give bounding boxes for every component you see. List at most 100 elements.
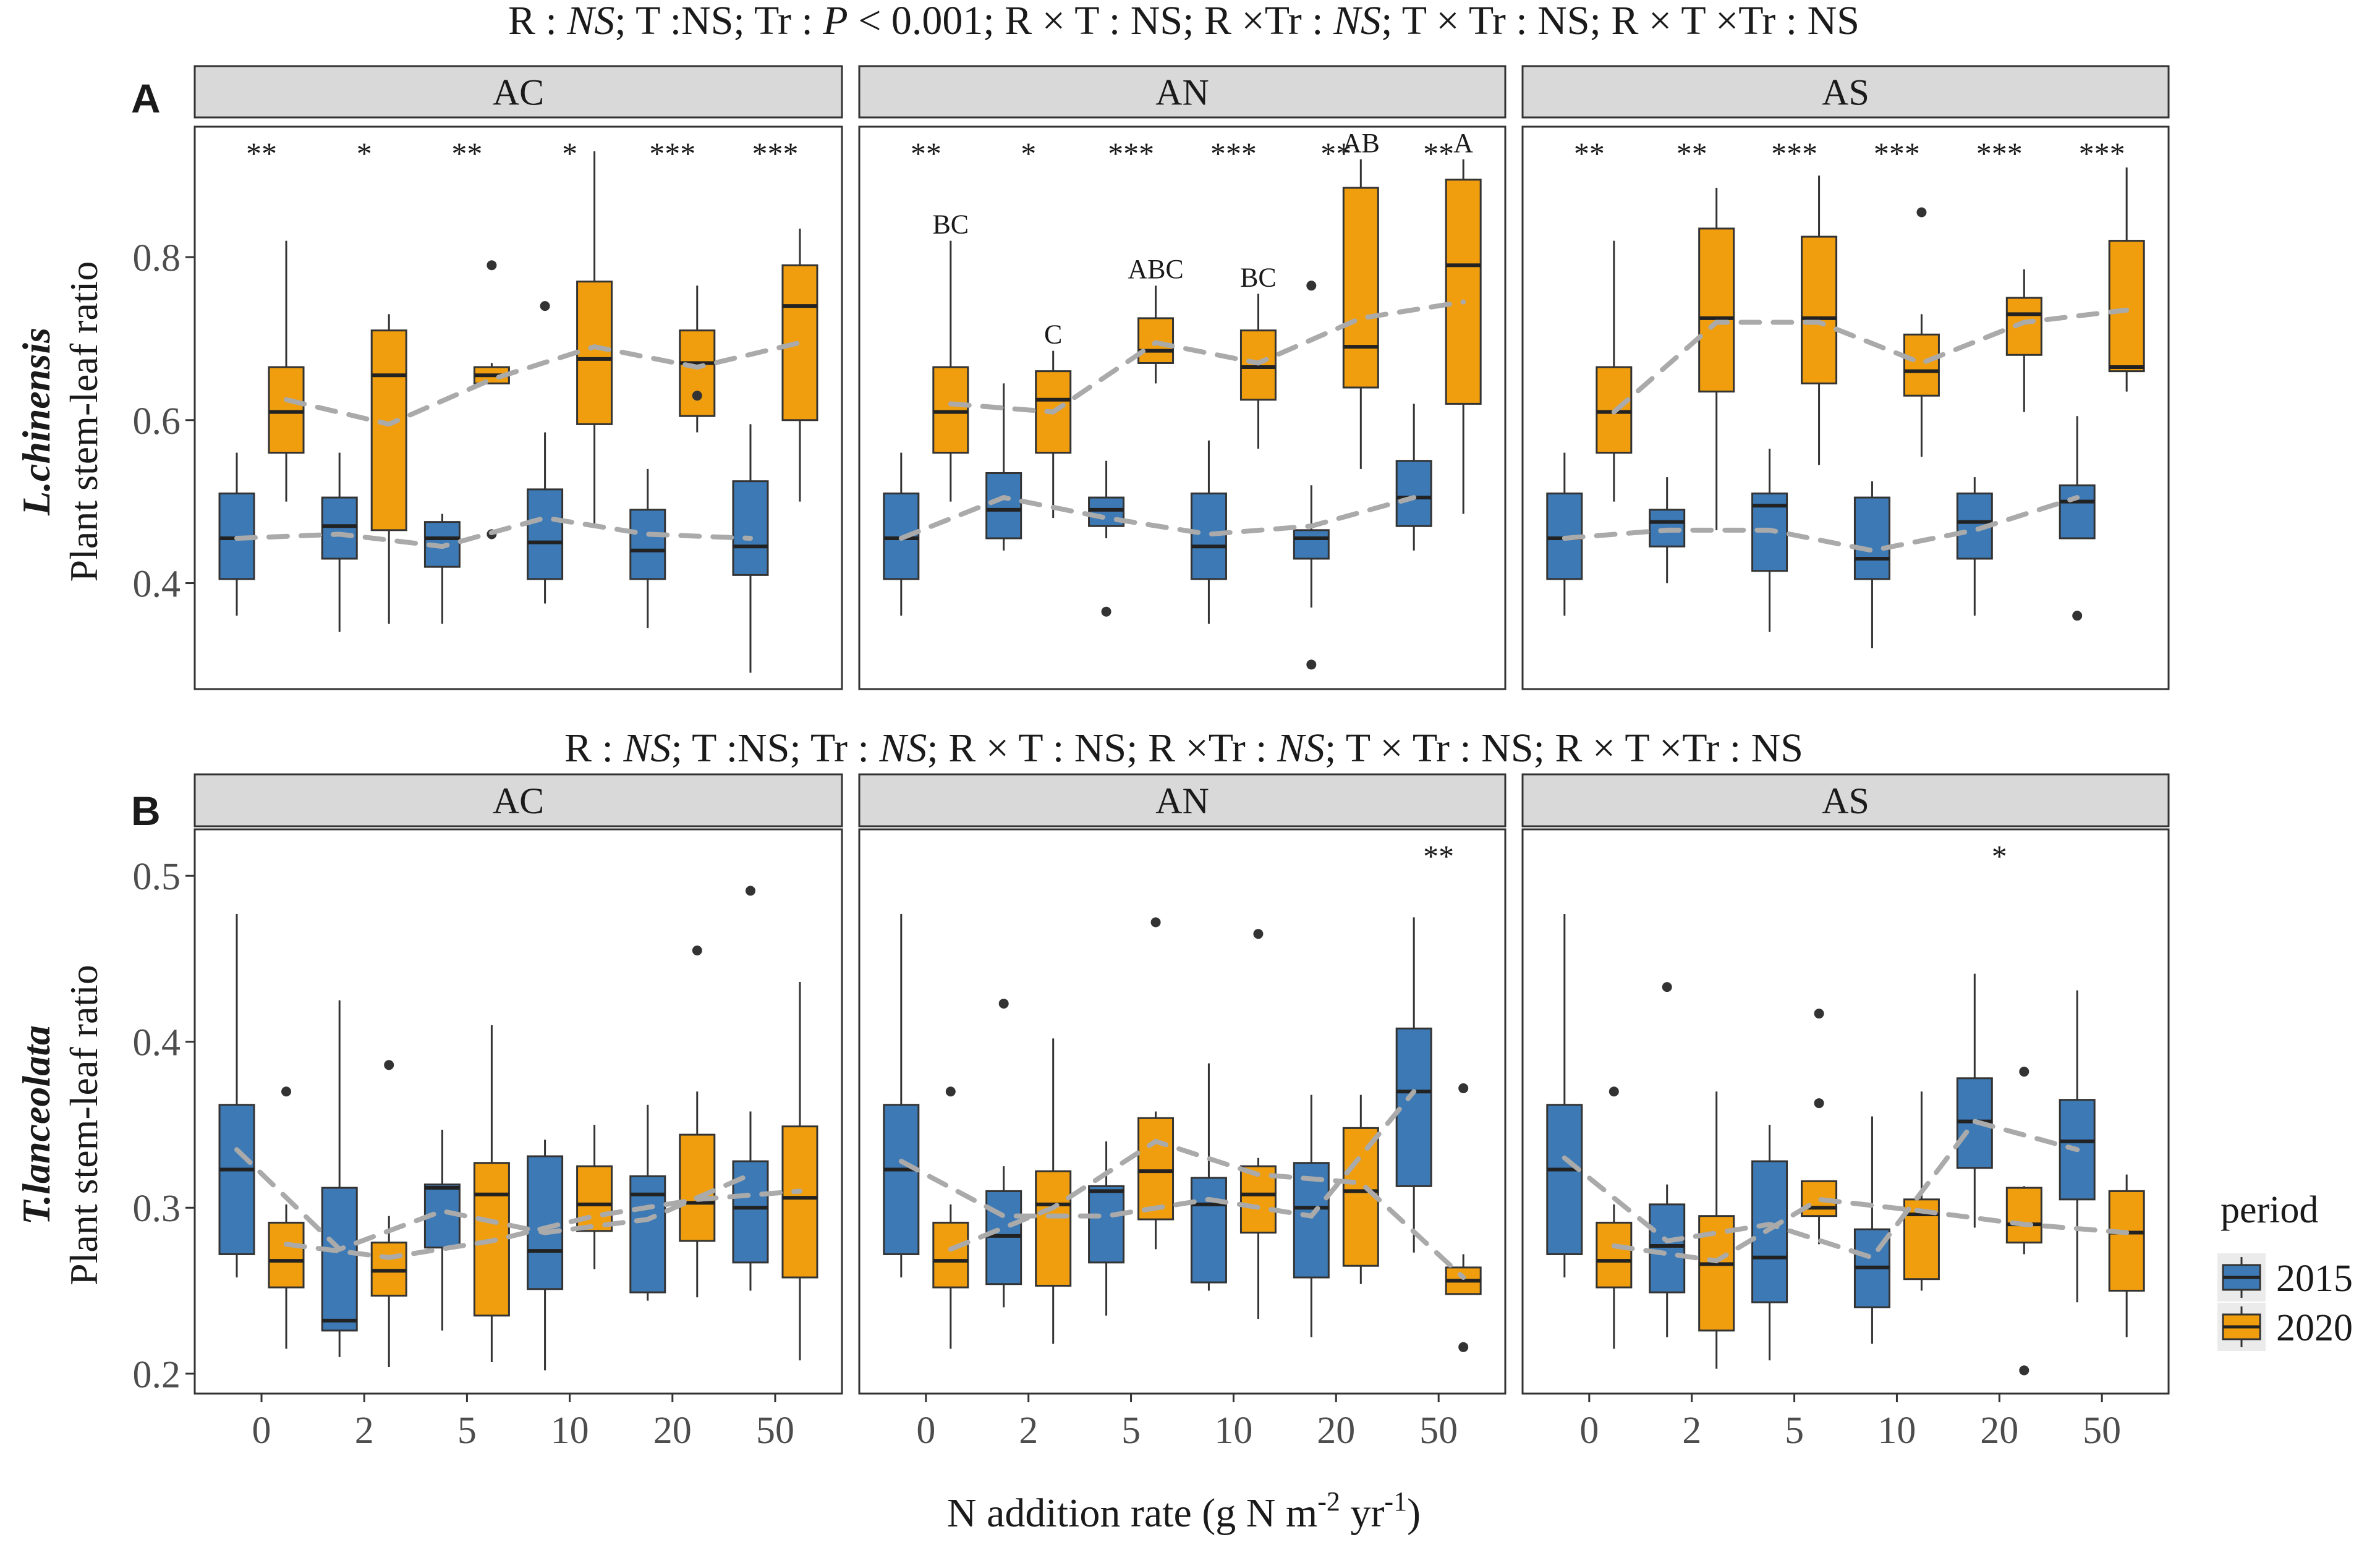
stats-title-segment: P (822, 0, 848, 43)
stats-title-segment: R : (508, 0, 567, 43)
box-2020-20 (2005, 269, 2042, 412)
box-outlier (1306, 659, 1317, 670)
x-tick-label: 20 (653, 1410, 692, 1452)
box-2020-50 (781, 982, 818, 1361)
box-body (732, 480, 769, 576)
box-2020-20 (2005, 1067, 2042, 1376)
facet-strip (858, 65, 1507, 119)
x-tick-label: 2 (355, 1410, 374, 1452)
box-body (1137, 1117, 1175, 1221)
box-body (932, 366, 969, 454)
box-2020-10 (1239, 929, 1277, 1319)
facet-strip-label: AC (493, 72, 544, 113)
facet-strip-label: AC (493, 781, 544, 821)
x-tick-label: 10 (551, 1410, 589, 1452)
box-outlier (1814, 1009, 1824, 1019)
panel-A-stats-title: R : NS; T :NS; Tr : P < 0.001; R × T : N… (508, 0, 1859, 43)
box-body (527, 488, 564, 580)
x-axis-title-end: ) (1407, 1491, 1421, 1536)
stats-title-segment: NS (566, 0, 614, 43)
box-body (1239, 1165, 1277, 1234)
box-body (1395, 1027, 1432, 1187)
box-body (1596, 1221, 1633, 1289)
significance-stars: *** (2079, 136, 2125, 171)
box-body (2108, 1190, 2145, 1292)
legend-label-2020: 2020 (2276, 1307, 2353, 1349)
stats-title-segment: < 0.001; R × T : NS; R ×Tr : (848, 0, 1333, 43)
box-2020-50 (1445, 1083, 1482, 1352)
y-axis-title: Plant stem-leaf ratio (62, 261, 106, 582)
species-label: L.chinensis (14, 328, 58, 516)
box-2020-0 (932, 1086, 969, 1349)
facet-strip (1521, 65, 2170, 119)
box-outlier (1916, 207, 1927, 218)
box-body (679, 329, 716, 417)
x-axis-title-main: N addition rate (g N m (947, 1491, 1317, 1536)
box-2015-50 (732, 424, 769, 673)
y-tick-label: 0.8 (133, 237, 181, 279)
panel-B-stats-title: R : NS; T :NS; Tr : NS; R × T : NS; R ×T… (564, 726, 1803, 771)
trend-2020-line (948, 1138, 1466, 1280)
box-2020-20 (679, 946, 716, 1298)
x-tick-label: 0 (1579, 1410, 1599, 1452)
box-body (1801, 235, 1838, 384)
box-body (781, 1125, 818, 1279)
group-letter: ABC (1128, 254, 1183, 284)
group-letter: BC (932, 210, 969, 240)
box-outlier (281, 1086, 292, 1097)
box-2020-2 (1035, 1038, 1072, 1344)
panel-letter: B (131, 788, 161, 834)
facet-strip (193, 773, 843, 828)
box-body (1342, 187, 1379, 389)
box-2015-20 (629, 468, 666, 629)
box-body (1903, 333, 1940, 397)
figure-panels: R : NS ; T :NS; Tr : P < 0.001; R × T : N… (14, 0, 2170, 1452)
box-2015-10 (1190, 440, 1227, 624)
box-body (1698, 227, 1735, 393)
box-body (1649, 1203, 1686, 1293)
trend-2015-line (898, 494, 1417, 541)
box-body (2059, 484, 2096, 540)
box-body (883, 1104, 920, 1255)
significance-stars: ** (1423, 839, 1454, 873)
trend-2020-line (948, 299, 1466, 415)
y-tick-label: 0.3 (133, 1188, 181, 1230)
box-2015-5 (1088, 1141, 1125, 1316)
box-2015-2 (321, 452, 358, 632)
box-2015-2 (321, 1000, 358, 1357)
box-outlier (2019, 1365, 2029, 1376)
box-2015-20 (629, 1104, 666, 1301)
y-tick-label: 0.5 (133, 856, 181, 898)
box-2015-0 (218, 913, 255, 1278)
stats-title-segment: ; T × Tr : NS; R × T ×Tr : NS (1381, 0, 1859, 43)
x-tick-label: 20 (1980, 1410, 2018, 1452)
y-tick-label: 0.4 (133, 564, 181, 606)
box-body (679, 1133, 716, 1242)
box-body (1445, 179, 1482, 405)
box-outlier (692, 946, 702, 956)
panel-A: R : NS; T :NS; Tr : P < 0.001; R × T : N… (14, 0, 2170, 690)
significance-stars: ** (1423, 136, 1454, 171)
stats-title-segment: ; T :NS; Tr : (671, 726, 879, 771)
box-outlier (1609, 1086, 1619, 1097)
box-outlier (2072, 611, 2083, 621)
box-outlier (1253, 929, 1264, 939)
box-body (268, 1221, 305, 1289)
box-body (321, 1187, 358, 1332)
significance-stars: *** (649, 136, 695, 171)
box-2020-20 (1342, 159, 1379, 469)
significance-stars: *** (1874, 136, 1920, 171)
box-2020-2 (1698, 187, 1735, 530)
box-body (985, 472, 1022, 540)
box-2020-2 (1698, 1091, 1735, 1369)
x-tick-label: 20 (1317, 1410, 1355, 1452)
x-tick-label: 50 (2083, 1410, 2121, 1452)
y-tick-label: 0.4 (133, 1022, 181, 1064)
significance-stars: *** (1108, 136, 1154, 171)
box-2015-10 (527, 301, 564, 604)
box-2015-0 (883, 913, 920, 1278)
box-2020-5 (1801, 176, 1838, 465)
box-2015-50 (1395, 404, 1432, 551)
